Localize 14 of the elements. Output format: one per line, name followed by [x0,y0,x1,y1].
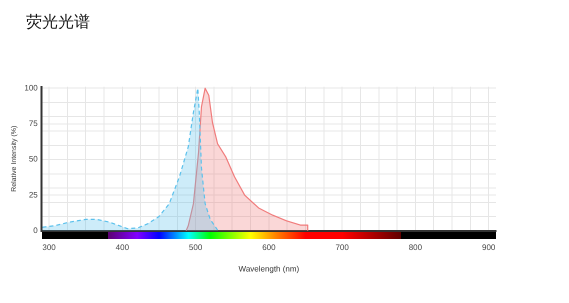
x-tick-label: 300 [42,242,56,252]
y-tick-label: 75 [28,119,38,128]
y-tick-label: 0 [33,226,38,236]
chart-title: 荧光光谱 [26,12,90,33]
x-tick-label: 500 [188,242,203,252]
x-tick-label: 400 [116,242,130,252]
x-tick-label: 700 [335,242,350,252]
x-tick-label: 600 [262,242,276,252]
y-tick-label: 50 [28,154,38,164]
x-axis-title: Wavelength (nm) [238,264,300,274]
x-tick-label: 800 [408,242,423,252]
y-tick-label: 25 [28,190,38,200]
y-tick-label: 100 [24,83,38,92]
x-tick-label: 900 [482,242,496,252]
